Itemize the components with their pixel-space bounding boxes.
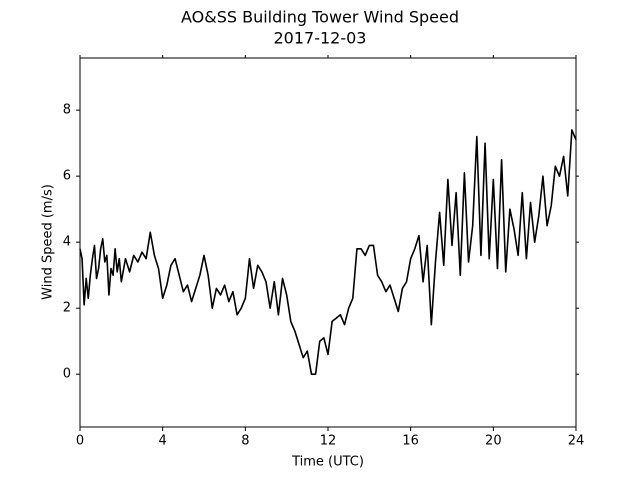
chart-title: AO&SS Building Tower Wind Speed bbox=[181, 8, 459, 27]
y-tick-label: 2 bbox=[63, 301, 71, 316]
x-tick-label: 8 bbox=[241, 434, 249, 449]
y-tick-label: 0 bbox=[63, 367, 71, 382]
x-axis-label: Time (UTC) bbox=[291, 455, 364, 470]
y-tick-label: 4 bbox=[63, 235, 71, 250]
plot-area bbox=[79, 129, 577, 375]
wind-speed-line bbox=[79, 129, 577, 375]
x-tick-label: 16 bbox=[402, 434, 419, 449]
x-tick-label: 12 bbox=[320, 434, 337, 449]
y-axis-label: Wind Speed (m/s) bbox=[41, 184, 56, 300]
x-tick-label: 20 bbox=[485, 434, 502, 449]
x-tick-label: 24 bbox=[568, 434, 585, 449]
x-tick-label: 4 bbox=[159, 434, 167, 449]
x-tick-label: 0 bbox=[76, 434, 84, 449]
y-tick-label: 8 bbox=[63, 103, 71, 118]
y-tick-label: 6 bbox=[63, 169, 71, 184]
chart-subtitle: 2017-12-03 bbox=[274, 29, 367, 48]
